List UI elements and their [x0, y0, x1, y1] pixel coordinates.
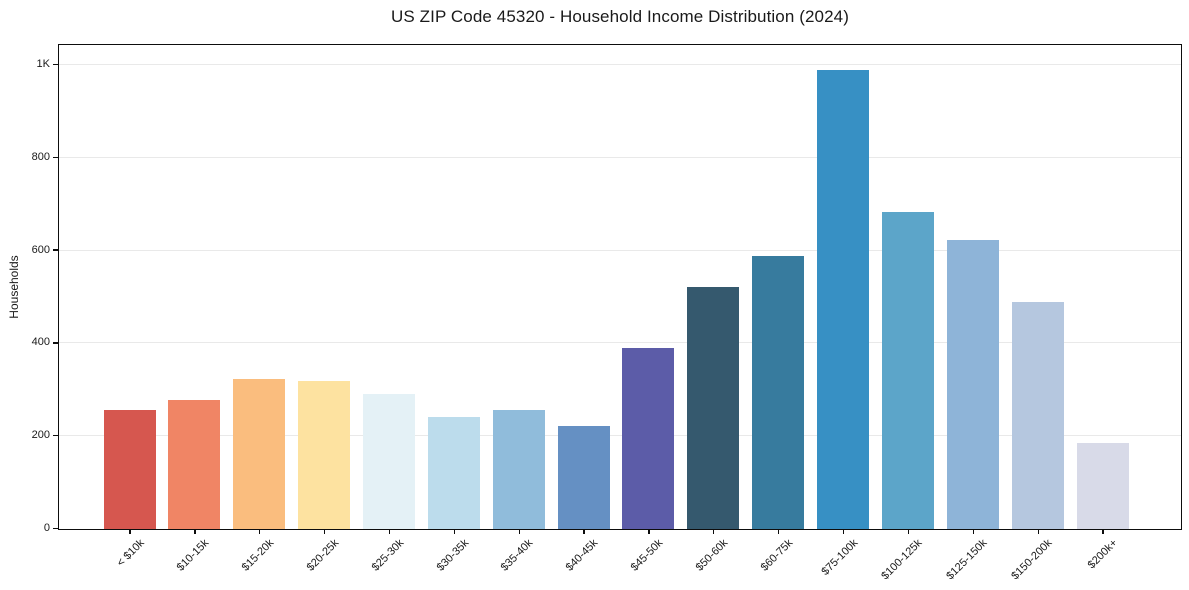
gridline-y-1000 [59, 64, 1181, 65]
x-tick-mark [1037, 529, 1039, 534]
bar-6 [427, 416, 480, 529]
y-tick-label: 400 [31, 336, 50, 349]
y-tick-label: 0 [43, 522, 50, 534]
x-tick-mark [453, 529, 455, 534]
y-tick-mark [53, 435, 59, 437]
bar-9 [622, 347, 675, 529]
y-tick-label: 600 [31, 243, 50, 256]
y-tick-mark [53, 527, 59, 530]
x-tick-label: $10-15k [174, 537, 212, 574]
x-tick-label: $25-30k [369, 537, 406, 574]
gridline-y-400 [59, 342, 1181, 344]
x-tick-mark [713, 529, 715, 534]
gridline-y-800 [59, 156, 1181, 158]
x-tick-label: $40-45k [563, 537, 601, 574]
x-tick-label: $200k+ [1085, 537, 1120, 572]
bar-13 [881, 212, 934, 529]
bar-10 [687, 287, 740, 529]
y-tick-label: 800 [31, 150, 50, 163]
x-tick-mark [259, 529, 261, 534]
y-tick-mark [53, 156, 59, 158]
x-tick-mark [129, 529, 131, 534]
y-tick-mark [53, 342, 59, 344]
y-tick-label: 1K [36, 58, 50, 70]
x-tick-label: $150-200k [1009, 537, 1055, 583]
bar-2 [168, 400, 221, 529]
x-tick-label: $100-125k [879, 537, 925, 583]
y-tick-label: 200 [31, 429, 50, 442]
bar-15 [1011, 301, 1064, 529]
y-tick-mark [53, 249, 59, 251]
bar-14 [946, 240, 999, 529]
x-tick-mark [648, 529, 650, 534]
x-tick-mark [907, 529, 910, 534]
bar-7 [492, 410, 545, 529]
x-tick-mark [972, 529, 974, 534]
x-tick-label: $30-35k [434, 537, 471, 574]
x-tick-mark [583, 529, 585, 534]
x-tick-mark [388, 529, 391, 534]
bar-16 [1076, 442, 1129, 529]
x-tick-label: $35-40k [499, 537, 536, 574]
bar-4 [298, 380, 351, 529]
gridline-y-200 [59, 435, 1181, 437]
x-tick-label: < $10k [114, 537, 147, 570]
y-tick-mark [53, 63, 59, 66]
x-tick-mark [778, 529, 780, 534]
x-tick-label: $50-60k [693, 537, 731, 574]
x-tick-label: $125-150k [944, 537, 990, 583]
bar-11 [752, 255, 805, 529]
x-tick-label: $60-75k [758, 537, 796, 574]
plot-area [58, 44, 1182, 530]
bar-8 [557, 426, 610, 529]
gridline-y-600 [59, 249, 1181, 251]
y-axis-label: Households [7, 255, 21, 319]
x-tick-label: $15-20k [239, 537, 277, 574]
x-tick-mark [194, 529, 196, 534]
bar-3 [233, 379, 286, 529]
bar-1 [103, 409, 156, 529]
chart-title: US ZIP Code 45320 - Household Income Dis… [391, 7, 849, 26]
x-tick-mark [323, 529, 326, 534]
bar-5 [362, 393, 415, 529]
x-tick-label: $75-100k [819, 537, 861, 578]
x-tick-label: $20-25k [304, 537, 342, 574]
x-tick-label: $45-50k [628, 537, 666, 574]
x-tick-mark [1102, 529, 1104, 534]
x-tick-mark [842, 529, 845, 534]
bar-12 [817, 69, 870, 529]
x-tick-mark [518, 529, 520, 534]
